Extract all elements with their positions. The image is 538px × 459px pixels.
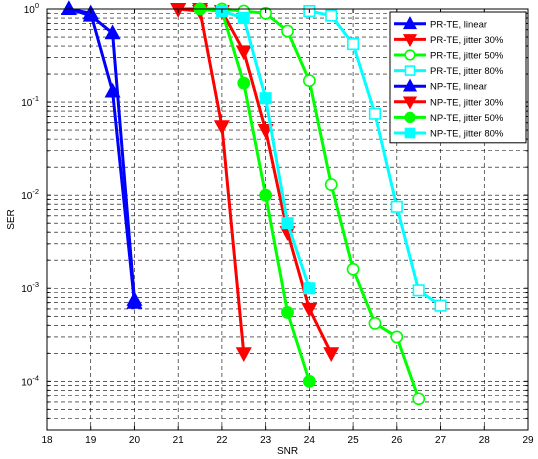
legend-item: PR-TE, jitter 30%: [394, 34, 504, 48]
y-tick-exponent: -3: [32, 280, 39, 289]
x-tick-label: 24: [304, 435, 316, 446]
series-layer: [60, 0, 447, 406]
legend-label: PR-TE, jitter 50%: [430, 51, 504, 62]
data-point: [213, 120, 230, 135]
y-tick-label: 10-1: [21, 94, 39, 109]
y-tick-label: 10-3: [21, 280, 39, 295]
series-0: [60, 0, 143, 309]
series-line: [68, 7, 136, 303]
x-tick-label: 26: [391, 435, 403, 446]
data-point: [237, 76, 251, 90]
legend-item: NP-TE, jitter 30%: [394, 96, 504, 110]
data-point: [259, 6, 273, 20]
data-point: [368, 107, 382, 120]
data-point: [302, 74, 316, 88]
legend-item: PR-TE, jitter 50%: [394, 49, 504, 62]
x-tick-label: 27: [435, 435, 447, 446]
legend: PR-TE, linear PR-TE, jitter 30% PR-TE, jit…: [389, 11, 527, 144]
legend-marker: [402, 96, 418, 110]
plot-frame: [46, 8, 529, 431]
data-point: [235, 45, 252, 61]
series-line: [178, 7, 246, 354]
x-tick-label: 20: [129, 435, 141, 446]
y-tick-base: 10: [21, 191, 33, 202]
data-point: [390, 330, 404, 344]
legend-item: NP-TE, linear: [394, 78, 487, 93]
data-point: [323, 347, 340, 362]
x-tick-label: 22: [216, 435, 228, 446]
legend-item: NP-TE, jitter 50%: [394, 111, 504, 124]
y-tick-exponent: -2: [32, 187, 39, 196]
data-point: [237, 11, 250, 25]
data-point: [60, 0, 77, 16]
data-point: [303, 282, 316, 295]
y-tick-base: 10: [24, 5, 36, 16]
legend-marker: [404, 49, 416, 61]
legend-label: NP-TE, jitter 80%: [430, 129, 504, 140]
data-point: [324, 178, 338, 191]
y-tick-exponent: 0: [35, 1, 39, 10]
legend-label: NP-TE, jitter 30%: [430, 97, 504, 108]
y-tick-label: 10-4: [21, 373, 39, 388]
data-point: [301, 302, 318, 318]
legend-label: PR-TE, jitter 80%: [430, 66, 504, 77]
data-point: [259, 92, 272, 105]
x-tick-label: 25: [348, 435, 360, 446]
y-tick-label: 100: [24, 1, 39, 16]
legend-label: PR-TE, jitter 30%: [430, 35, 504, 46]
y-tick-base: 10: [21, 284, 33, 295]
data-point: [412, 392, 426, 406]
data-point: [104, 24, 121, 40]
legend-marker: [402, 78, 418, 92]
series-2: [193, 2, 426, 406]
y-tick-base: 10: [21, 98, 33, 109]
series-line: [68, 7, 136, 300]
y-axis-label: SER: [6, 209, 17, 230]
data-point: [235, 347, 252, 362]
x-tick-label: 28: [479, 435, 491, 446]
y-tick-base: 10: [21, 377, 33, 388]
data-point: [126, 291, 143, 306]
legend-marker: [404, 111, 416, 123]
y-tick-exponent: -4: [32, 373, 39, 382]
legend-item: PR-TE, jitter 80%: [394, 65, 504, 77]
data-point: [368, 316, 382, 330]
series-5: [170, 2, 252, 362]
x-tick-label: 18: [41, 435, 53, 446]
x-tick-label: 19: [85, 435, 97, 446]
data-point: [346, 262, 360, 276]
data-point: [302, 374, 316, 388]
legend-item: NP-TE, jitter 80%: [394, 127, 504, 140]
legend-marker: [402, 34, 418, 48]
legend-marker: [402, 16, 418, 30]
legend-marker: [404, 127, 416, 139]
x-tick-label: 29: [522, 435, 534, 446]
legend-label: NP-TE, jitter 50%: [430, 113, 504, 124]
data-point: [347, 38, 360, 51]
data-point: [257, 124, 274, 139]
x-tick-label: 21: [173, 435, 185, 446]
legend-label: NP-TE, linear: [430, 82, 487, 93]
data-point: [281, 306, 294, 319]
data-point: [434, 299, 447, 312]
x-tick-label: 23: [260, 435, 272, 446]
x-axis-label: SNR: [277, 446, 298, 457]
legend-label: PR-TE, linear: [430, 19, 487, 30]
series-4: [60, 0, 143, 306]
data-point: [82, 6, 99, 22]
data-point: [259, 188, 273, 202]
legend-marker: [404, 65, 416, 76]
data-point: [390, 200, 403, 213]
data-point: [281, 24, 294, 38]
data-point: [325, 9, 338, 22]
legend-item: PR-TE, linear: [394, 16, 487, 30]
data-point: [412, 284, 425, 297]
y-tick-exponent: -1: [32, 94, 39, 103]
data-point: [281, 217, 294, 230]
y-tick-label: 10-2: [21, 187, 39, 202]
